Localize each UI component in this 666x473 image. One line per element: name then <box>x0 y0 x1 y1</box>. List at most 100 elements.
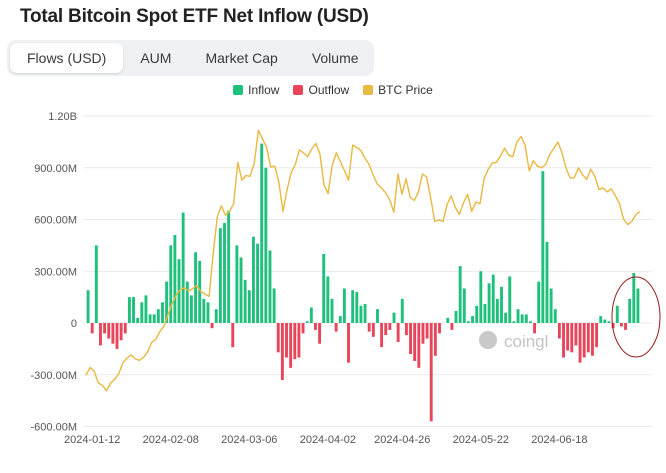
outflow-bar[interactable] <box>557 323 561 339</box>
outflow-bar[interactable] <box>425 323 429 339</box>
outflow-bar[interactable] <box>611 323 615 329</box>
inflow-bar[interactable] <box>454 310 458 323</box>
inflow-bar[interactable] <box>94 245 98 323</box>
inflow-bar[interactable] <box>351 290 355 323</box>
outflow-bar[interactable] <box>123 323 127 334</box>
inflow-bar[interactable] <box>165 281 169 323</box>
outflow-bar[interactable] <box>591 323 594 356</box>
legend-item-btc-price[interactable]: BTC Price <box>363 83 433 97</box>
inflow-bar[interactable] <box>202 298 206 323</box>
outflow-bar[interactable] <box>107 323 111 339</box>
inflow-bar[interactable] <box>516 309 520 323</box>
outflow-bar[interactable] <box>413 323 417 361</box>
inflow-bar[interactable] <box>512 321 516 323</box>
inflow-bar[interactable] <box>376 309 379 323</box>
inflow-bar[interactable] <box>305 321 309 323</box>
inflow-bar[interactable] <box>86 290 90 323</box>
inflow-bar[interactable] <box>198 260 202 323</box>
tab-flows[interactable]: Flows (USD) <box>10 43 124 73</box>
outflow-bar[interactable] <box>429 323 433 422</box>
inflow-bar[interactable] <box>140 302 144 323</box>
inflow-bar[interactable] <box>462 288 466 324</box>
inflow-bar[interactable] <box>524 314 528 323</box>
legend-item-outflow[interactable]: Outflow <box>293 83 349 97</box>
inflow-bar[interactable] <box>549 288 553 324</box>
inflow-bar[interactable] <box>218 228 222 323</box>
outflow-bar[interactable] <box>103 323 107 334</box>
inflow-bar[interactable] <box>471 316 475 323</box>
inflow-bar[interactable] <box>528 321 532 323</box>
outflow-bar[interactable] <box>231 323 235 348</box>
inflow-bar[interactable] <box>322 254 326 323</box>
inflow-bar[interactable] <box>400 298 404 323</box>
outflow-bar[interactable] <box>619 323 623 327</box>
inflow-bar[interactable] <box>144 295 148 323</box>
inflow-bar[interactable] <box>599 316 603 323</box>
outflow-bar[interactable] <box>595 323 599 348</box>
outflow-bar[interactable] <box>409 323 412 355</box>
outflow-bar[interactable] <box>318 323 322 344</box>
legend-item-inflow[interactable]: Inflow <box>233 83 279 97</box>
inflow-bar[interactable] <box>500 286 503 323</box>
outflow-bar[interactable] <box>334 323 338 332</box>
outflow-bar[interactable] <box>421 323 425 344</box>
inflow-bar[interactable] <box>359 305 363 323</box>
inflow-bar[interactable] <box>206 302 210 323</box>
inflow-bar[interactable] <box>607 321 611 323</box>
inflow-bar[interactable] <box>260 143 264 323</box>
inflow-bar[interactable] <box>309 307 313 323</box>
inflow-bar[interactable] <box>603 319 607 323</box>
inflow-bar[interactable] <box>185 281 189 323</box>
inflow-bar[interactable] <box>615 305 619 323</box>
inflow-bar[interactable] <box>136 317 140 323</box>
inflow-bar[interactable] <box>363 304 367 323</box>
outflow-bar[interactable] <box>578 323 582 363</box>
inflow-bar[interactable] <box>475 305 479 323</box>
inflow-bar[interactable] <box>247 290 251 323</box>
outflow-bar[interactable] <box>111 323 115 344</box>
outflow-bar[interactable] <box>433 323 437 356</box>
inflow-bar[interactable] <box>553 309 557 323</box>
inflow-bar[interactable] <box>181 212 185 323</box>
inflow-bar[interactable] <box>127 297 131 323</box>
outflow-bar[interactable] <box>314 323 317 330</box>
outflow-bar[interactable] <box>417 323 421 368</box>
outflow-bar[interactable] <box>90 323 94 334</box>
outflow-bar[interactable] <box>297 323 301 358</box>
inflow-bar[interactable] <box>491 274 495 323</box>
inflow-bar[interactable] <box>541 171 545 323</box>
outflow-bar[interactable] <box>438 323 441 334</box>
outflow-bar[interactable] <box>388 323 392 330</box>
inflow-bar[interactable] <box>272 288 276 324</box>
outflow-bar[interactable] <box>367 323 371 332</box>
inflow-bar[interactable] <box>636 288 640 324</box>
inflow-bar[interactable] <box>152 314 156 323</box>
inflow-bar[interactable] <box>466 321 470 323</box>
inflow-bar[interactable] <box>264 167 268 323</box>
outflow-bar[interactable] <box>289 323 293 368</box>
outflow-bar[interactable] <box>533 323 537 334</box>
inflow-bar[interactable] <box>508 276 512 323</box>
outflow-bar[interactable] <box>293 323 297 360</box>
inflow-bar[interactable] <box>132 297 135 323</box>
outflow-bar[interactable] <box>570 323 574 353</box>
inflow-bar[interactable] <box>330 298 334 323</box>
outflow-bar[interactable] <box>396 323 400 342</box>
inflow-bar[interactable] <box>169 245 173 323</box>
outflow-bar[interactable] <box>115 323 119 349</box>
inflow-bar[interactable] <box>495 298 499 323</box>
inflow-bar[interactable] <box>243 279 247 323</box>
inflow-bar[interactable] <box>251 236 255 323</box>
inflow-bar[interactable] <box>632 272 636 323</box>
tab-volume[interactable]: Volume <box>311 50 359 66</box>
inflow-bar[interactable] <box>256 243 260 323</box>
inflow-bar[interactable] <box>504 312 508 323</box>
outflow-bar[interactable] <box>301 323 305 334</box>
tab-market-cap[interactable]: Market Cap <box>205 50 278 66</box>
inflow-bar[interactable] <box>189 295 193 323</box>
inflow-bar[interactable] <box>446 317 450 323</box>
outflow-bar[interactable] <box>582 323 586 358</box>
inflow-bar[interactable] <box>338 316 342 323</box>
inflow-bar[interactable] <box>487 283 491 323</box>
inflow-bar[interactable] <box>223 222 226 323</box>
